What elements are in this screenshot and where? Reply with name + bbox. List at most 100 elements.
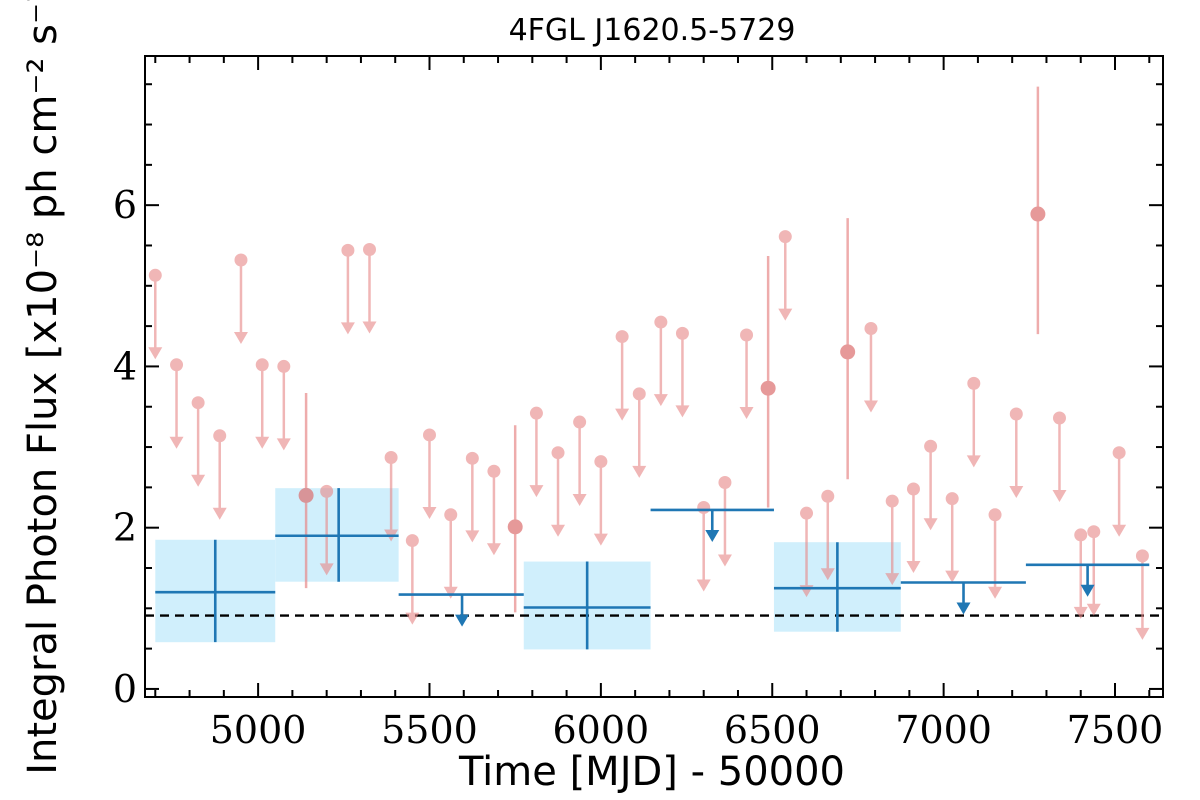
x-tick-label: 6000: [553, 708, 650, 752]
short-bin-upper-limit-marker: [1009, 407, 1023, 421]
x-tick-label: 5000: [210, 708, 307, 752]
short-bin-upper-limit-16: [529, 406, 544, 498]
y-axis-label: Integral Photon Flux [x10⁻⁸ ph cm⁻² s⁻¹]: [20, 0, 66, 775]
short-bin-upper-limit-marker: [1052, 411, 1066, 425]
long-bin-ul-head: [455, 614, 470, 627]
short-bin-upper-limit-11: [405, 534, 420, 625]
short-bin-upper-limit-20: [615, 330, 630, 421]
short-bin-upper-limit-marker: [740, 328, 754, 342]
short-bin-upper-limit-marker: [988, 508, 1002, 522]
short-bin-upper-limit-marker: [573, 415, 587, 429]
short-bin-upper-limit-14: [465, 451, 480, 543]
short-bin-arrow-head: [148, 347, 163, 360]
short-bin-upper-limit-24: [696, 501, 711, 592]
x-tick-label: 6500: [724, 708, 821, 752]
short-bin-upper-limit-marker: [821, 489, 835, 503]
short-bin-upper-limit-marker: [529, 406, 543, 420]
y-tick-label: 4: [113, 344, 137, 388]
short-bin-detection-marker: [1030, 206, 1046, 222]
short-bin-upper-limit-27: [778, 230, 793, 321]
short-bin-arrow-head: [653, 394, 668, 407]
short-bin-upper-limit-12: [422, 428, 437, 519]
short-bin-upper-limit-marker: [234, 253, 248, 267]
short-bin-upper-limit-marker: [422, 428, 436, 442]
short-bin-upper-limit-38: [1052, 411, 1067, 503]
short-bin-upper-limit-42: [1135, 549, 1150, 640]
short-bin-detection-4: [1030, 86, 1046, 335]
short-bin-arrow-head: [739, 406, 754, 419]
short-bin-arrow-head: [945, 570, 960, 583]
short-bin-upper-limit-marker: [384, 451, 398, 465]
short-bin-upper-limit-30: [863, 322, 878, 413]
short-bin-upper-limit-33: [923, 439, 938, 531]
plot-frame: [144, 55, 1164, 698]
short-bin-upper-limit-marker: [405, 534, 419, 548]
short-bin-arrow-head: [863, 400, 878, 413]
long-bin-ul-head: [956, 602, 971, 615]
short-bin-upper-limit-32: [906, 482, 921, 573]
short-bin-arrow-head: [1112, 524, 1127, 537]
short-bin-upper-limit-36: [988, 508, 1003, 599]
long-bin-detection-1: [275, 488, 399, 582]
short-bin-upper-limit-marker: [885, 494, 899, 508]
short-bin-arrow-head: [529, 485, 544, 498]
short-bin-arrow-head: [1135, 627, 1150, 640]
short-bin-upper-limit-marker: [320, 484, 334, 498]
long-bin-ul-head: [1080, 584, 1095, 597]
short-bin-arrow-head: [593, 533, 608, 546]
short-bin-upper-limit-26: [739, 328, 754, 419]
short-bin-upper-limit-marker: [906, 482, 920, 496]
short-bin-arrow-head: [615, 408, 630, 421]
short-bin-upper-limit-marker: [594, 455, 608, 469]
short-bin-arrow-head: [422, 506, 437, 519]
short-bin-detection-3: [840, 218, 856, 480]
short-bin-arrow-head: [443, 586, 458, 599]
short-bin-upper-limit-marker: [967, 376, 981, 390]
short-bin-upper-limit-marker: [800, 506, 814, 520]
short-bin-upper-limit-marker: [487, 464, 501, 478]
short-bin-arrow-head: [778, 308, 793, 321]
short-bin-upper-limit-marker: [255, 358, 269, 372]
short-bin-arrow-head: [1073, 606, 1088, 619]
short-bin-upper-limit-15: [486, 464, 501, 556]
y-tick-label: 6: [113, 183, 137, 227]
axis-ticks: [144, 55, 1164, 698]
short-bin-arrow-head: [1086, 603, 1101, 616]
short-bin-arrow-head: [340, 322, 355, 335]
short-bin-upper-limit-marker: [778, 230, 792, 244]
short-bin-upper-limit-23: [675, 326, 690, 418]
short-bin-arrow-head: [233, 331, 248, 344]
short-bin-arrow-head: [362, 321, 377, 334]
short-bin-upper-limit-31: [885, 494, 900, 586]
short-bin-arrow-head: [923, 518, 938, 531]
short-bin-arrow-head: [906, 560, 921, 573]
short-bin-upper-limit-marker: [1087, 525, 1101, 539]
tick-labels: 5000 5500 6000 6500 7000 7500 0 2 4 6: [113, 183, 1164, 752]
short-bin-upper-limit-21: [632, 387, 647, 478]
short-bin-arrow-head: [820, 568, 835, 581]
short-bin-detection-marker: [298, 487, 314, 503]
long-bin-detection-0: [155, 539, 276, 643]
short-bin-arrow-head: [276, 438, 291, 451]
long-bin-upper-limit-3: [1025, 563, 1150, 597]
short-bin-upper-limit-0: [148, 268, 163, 360]
short-bin-upper-limit-marker: [718, 476, 732, 490]
short-bin-detection-marker: [760, 380, 776, 396]
long-bin-detection-2: [523, 561, 651, 650]
short-bin-upper-limit-marker: [632, 387, 646, 401]
short-bin-arrow-head: [988, 586, 1003, 599]
short-bin-upper-limit-37: [1009, 407, 1024, 498]
long-bin-upper-limit-1: [650, 508, 774, 542]
short-bin-detection-marker: [507, 519, 523, 535]
short-bin-upper-limit-marker: [363, 243, 377, 257]
short-bin-upper-limit-marker: [864, 322, 878, 336]
short-bin-detection-2: [760, 255, 776, 508]
short-bin-upper-limit-7: [319, 484, 334, 576]
short-bin-upper-limit-19: [593, 455, 608, 546]
short-bin-upper-limit-marker: [213, 429, 227, 443]
short-bin-detection-marker: [840, 344, 856, 360]
y-tick-label: 2: [113, 506, 137, 550]
short-bin-arrow-head: [885, 573, 900, 586]
short-bin-upper-limit-marker: [170, 358, 184, 372]
short-bin-upper-limit-marker: [444, 508, 458, 522]
